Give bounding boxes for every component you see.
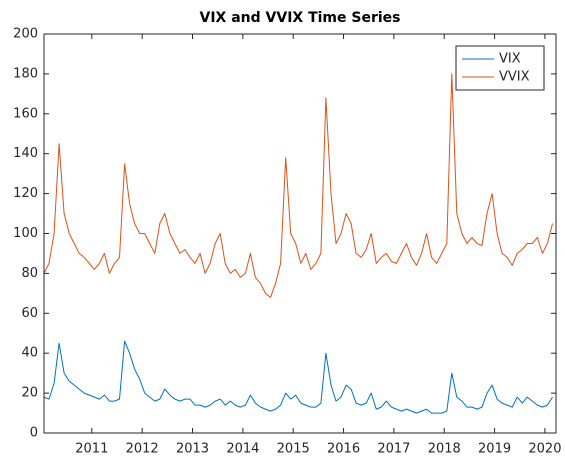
chart-title: VIX and VVIX Time Series: [200, 10, 401, 26]
series-line: [43, 73, 553, 298]
legend-label: VVIX: [499, 70, 530, 85]
x-tick-label: 2014: [226, 442, 259, 457]
legend-box: [455, 45, 545, 91]
series-line: [43, 340, 553, 414]
x-tick-label: 2011: [75, 442, 108, 457]
x-tick-label: 2015: [277, 442, 310, 457]
y-tick-label: 180: [13, 66, 38, 81]
x-tick-label: 2018: [428, 442, 461, 457]
y-tick-label: 40: [21, 346, 38, 361]
y-tick-label: 0: [30, 426, 38, 441]
x-tick-label: 2012: [126, 442, 159, 457]
y-tick-label: 100: [13, 226, 38, 241]
x-tick-label: 2013: [176, 442, 209, 457]
y-tick-label: 60: [21, 306, 38, 321]
legend-label: VIX: [499, 52, 521, 67]
x-tick-label: 2019: [478, 442, 511, 457]
x-tick-label: 2020: [528, 442, 561, 457]
axes-box: [43, 33, 557, 434]
y-tick-label: 80: [21, 266, 38, 281]
x-tick-label: 2017: [377, 442, 410, 457]
y-tick-label: 160: [13, 106, 38, 121]
x-tick-label: 2016: [327, 442, 360, 457]
y-tick-label: 200: [13, 27, 38, 42]
y-tick-label: 120: [13, 186, 38, 201]
y-tick-label: 20: [21, 386, 38, 401]
y-tick-label: 140: [13, 146, 38, 161]
